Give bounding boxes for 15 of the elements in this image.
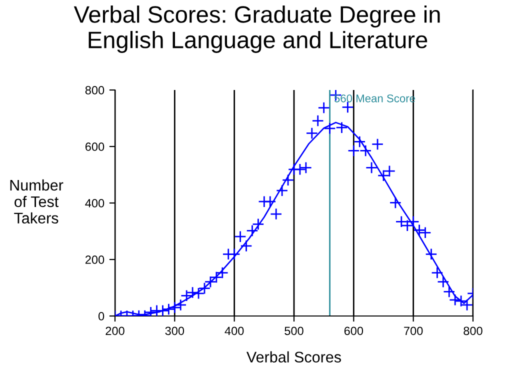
y-tick-label: 800 (85, 86, 104, 94)
y-axis-title: Number of Test Takers (10, 179, 64, 224)
x-axis-title: Verbal Scores (246, 351, 342, 363)
y-tick-label: 400 (85, 199, 104, 208)
x-tick-label: 200 (106, 326, 124, 336)
y-tick-label: 0 (98, 312, 104, 320)
x-tick-label: 600 (344, 326, 364, 336)
x-tick-label: 800 (464, 326, 482, 336)
chart-title: Verbal Scores: Graduate Degree in English Language and Literature (74, 6, 440, 53)
y-tick-label: 600 (85, 142, 104, 151)
y-tick-label: 200 (85, 256, 104, 264)
x-tick-label: 300 (165, 326, 184, 336)
x-tick-label: 400 (224, 326, 244, 336)
x-tick-label: 700 (404, 326, 423, 336)
x-tick-label: 500 (284, 326, 304, 336)
